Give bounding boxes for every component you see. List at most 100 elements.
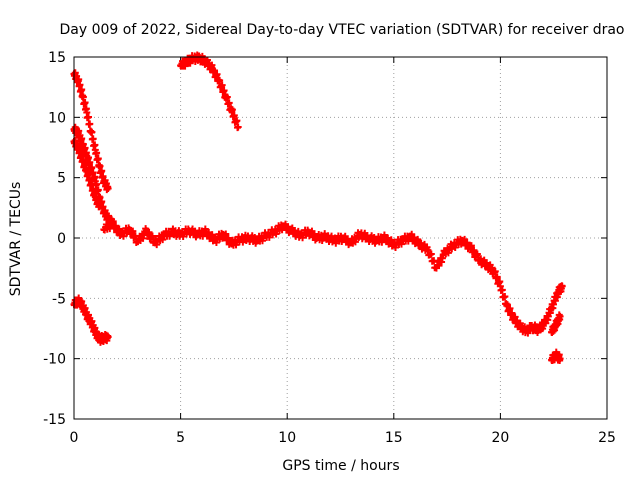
x-tick-label: 5 — [176, 430, 185, 446]
data-point — [550, 330, 553, 334]
data-point — [217, 79, 221, 83]
x-tick-label: 15 — [385, 430, 403, 446]
data-point — [222, 233, 225, 236]
data-point — [349, 241, 353, 245]
data-point — [153, 241, 157, 245]
data-point — [89, 130, 93, 134]
data-point — [77, 299, 80, 302]
data-point — [505, 304, 508, 307]
data-point — [460, 239, 464, 242]
series-markers — [548, 348, 564, 364]
data-point — [247, 236, 251, 240]
data-point — [486, 264, 489, 267]
y-tick-label: -10 — [43, 352, 66, 368]
data-point — [236, 125, 240, 129]
data-point — [558, 315, 562, 318]
series-segment-main-trace — [100, 217, 566, 337]
data-point — [477, 258, 481, 261]
data-point — [98, 205, 101, 208]
data-point — [426, 248, 430, 252]
data-point — [324, 235, 327, 238]
y-tick-label: -5 — [52, 291, 66, 307]
series-markers — [70, 294, 112, 346]
data-point — [375, 239, 378, 242]
series-segment-late-b — [548, 348, 564, 364]
x-axis-label: GPS time / hours — [282, 458, 399, 474]
data-points — [70, 51, 566, 364]
y-tick-label: 10 — [48, 110, 66, 126]
data-point — [518, 324, 521, 328]
data-point — [543, 321, 547, 324]
series-markers — [100, 217, 566, 337]
data-point — [556, 291, 560, 294]
data-point — [119, 233, 123, 236]
series-segment-late-a — [548, 311, 564, 336]
data-point — [85, 111, 88, 114]
chart-title: Day 009 of 2022, Sidereal Day-to-day VTE… — [59, 22, 624, 38]
data-point — [290, 229, 293, 232]
x-tick-label: 20 — [491, 430, 509, 446]
data-point — [106, 335, 110, 339]
data-point — [550, 306, 553, 310]
data-point — [128, 228, 131, 231]
data-point — [179, 233, 182, 236]
data-point — [81, 142, 84, 146]
data-point — [111, 222, 114, 225]
data-point — [452, 244, 455, 247]
data-point — [196, 233, 199, 236]
data-point — [94, 148, 97, 152]
data-point — [531, 326, 534, 329]
data-point — [511, 316, 515, 319]
data-point — [341, 236, 344, 240]
y-tick-label: 5 — [57, 171, 66, 187]
data-point — [537, 328, 540, 331]
y-tick-label: 15 — [48, 50, 66, 66]
data-point — [554, 323, 558, 327]
series-segment-afternoon-arc — [177, 51, 242, 132]
data-point — [89, 321, 93, 324]
data-point — [256, 239, 259, 242]
data-point — [136, 240, 140, 243]
data-point — [187, 229, 191, 232]
data-point — [89, 166, 93, 170]
x-tick-label: 25 — [598, 430, 616, 446]
data-point — [524, 329, 528, 333]
data-point — [98, 165, 101, 169]
data-point — [211, 67, 214, 71]
data-point — [77, 147, 80, 150]
data-point — [558, 357, 562, 360]
y-tick-label: 0 — [57, 231, 66, 247]
data-point — [89, 183, 93, 187]
data-point — [204, 230, 208, 234]
data-point — [85, 314, 88, 317]
series-markers — [177, 51, 242, 132]
plot-frame — [73, 56, 608, 420]
data-point — [81, 159, 84, 162]
x-tick-label: 0 — [70, 430, 79, 446]
data-point — [550, 358, 553, 362]
data-point — [332, 239, 336, 242]
data-point — [102, 336, 106, 340]
data-point — [230, 242, 233, 246]
data-point — [179, 64, 182, 67]
data-point — [81, 304, 84, 307]
data-point — [401, 239, 404, 242]
data-point — [384, 236, 387, 240]
data-point — [145, 229, 148, 232]
data-point — [94, 330, 97, 334]
data-point — [204, 60, 208, 64]
data-point — [85, 170, 88, 173]
data-point — [499, 285, 502, 288]
data-point — [239, 238, 242, 241]
data-point — [554, 353, 558, 357]
data-point — [307, 230, 310, 234]
data-point — [315, 236, 319, 240]
data-point — [106, 217, 110, 220]
data-point — [469, 246, 472, 249]
y-tick-label: -15 — [43, 412, 66, 428]
data-point — [492, 270, 496, 273]
y-axis-label: SDTVAR / TECUs — [8, 182, 24, 297]
data-point — [98, 338, 101, 341]
data-point — [77, 131, 80, 135]
